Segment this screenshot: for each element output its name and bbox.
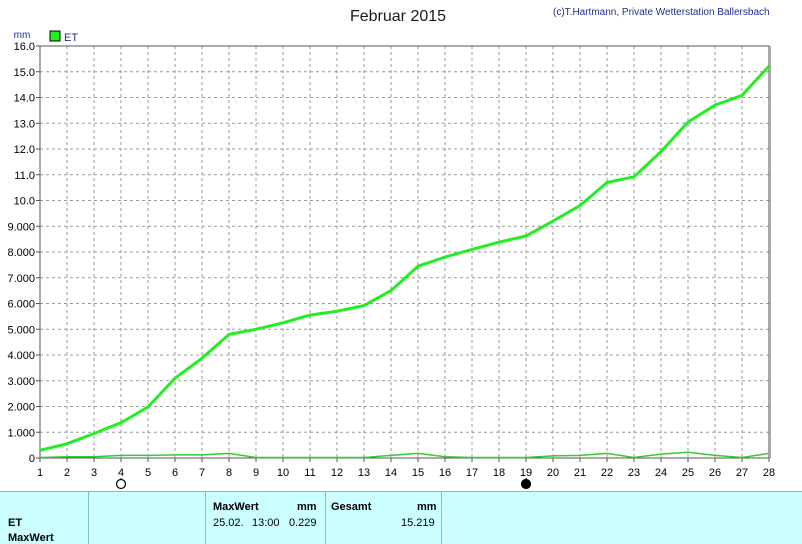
total-unit: mm <box>417 501 437 513</box>
y-tick-label: 3.000 <box>7 376 35 388</box>
y-tick-label: 9.000 <box>7 221 35 233</box>
total-value: 15.219 <box>401 517 435 529</box>
x-tick-label: 2 <box>64 467 70 479</box>
max-header: MaxWert <box>213 501 259 513</box>
x-tick-label: 9 <box>253 467 259 479</box>
max-unit: mm <box>297 501 317 513</box>
x-tick-label: 11 <box>304 467 315 479</box>
x-tick-label: 28 <box>763 467 775 479</box>
y-tick-label: 2.000 <box>7 402 35 414</box>
y-tick-label: 7.000 <box>7 273 35 285</box>
x-tick-label: 3 <box>91 467 97 479</box>
max-date: 25.02. <box>213 517 244 529</box>
legend-label-et: ET <box>64 32 78 44</box>
x-tick-label: 19 <box>520 467 532 479</box>
x-tick-label: 15 <box>412 467 424 479</box>
y-tick-label: 13.0 <box>14 118 35 130</box>
moon-phase-markers <box>115 478 532 490</box>
x-tick-label: 6 <box>172 467 178 479</box>
x-tick-label: 13 <box>358 467 370 479</box>
x-axis-ticks: 1 2 3 4 5 6 7 8 9 10 11 12 13 14 15 16 17 18 19 20 21 22 23 24 2… <box>37 458 775 479</box>
y-tick-label: 16.0 <box>14 41 35 53</box>
series-line-hourly <box>39 451 770 459</box>
x-tick-label: 27 <box>736 467 748 479</box>
grid-lines <box>40 46 769 458</box>
x-tick-label: 4 <box>118 467 124 479</box>
y-tick-label: 1.000 <box>7 427 35 439</box>
x-tick-label: 26 <box>709 467 721 479</box>
footer-divider <box>441 492 442 544</box>
x-tick-label: 25 <box>682 467 694 479</box>
x-tick-label: 12 <box>331 467 343 479</box>
y-tick-label: 10.0 <box>14 196 35 208</box>
x-tick-label: 5 <box>145 467 151 479</box>
y-tick-label: 0 <box>29 453 35 465</box>
legend-swatch-et <box>49 30 61 42</box>
x-tick-label: 20 <box>547 467 559 479</box>
footer-divider <box>325 492 326 544</box>
x-tick-label: 1 <box>37 467 43 479</box>
row-label-et: ET <box>8 517 23 529</box>
series-line-et <box>39 65 771 452</box>
x-tick-label: 17 <box>466 467 478 479</box>
x-tick-label: 23 <box>628 467 640 479</box>
chart-title: Februar 2015 <box>350 8 446 25</box>
y-axis-ticks: 0 1.000 2.000 3.000 4.000 5.000 6.000 7.000 8.00… <box>7 41 40 465</box>
max-value: 0.229 <box>289 517 317 529</box>
footer-divider <box>205 492 206 544</box>
summary-panel: ET MaxWert MaxWert mm 25.02. 13:00 0.229… <box>0 491 802 544</box>
y-tick-label: 14.0 <box>14 93 35 105</box>
y-tick-label: 8.000 <box>7 247 35 259</box>
y-tick-label: 5.000 <box>7 324 35 336</box>
y-axis-unit: mm <box>14 30 31 41</box>
y-tick-label: 15.0 <box>14 67 35 79</box>
x-tick-label: 18 <box>493 467 505 479</box>
x-tick-label: 22 <box>601 467 613 479</box>
footer-divider <box>88 492 89 544</box>
y-tick-label: 11.0 <box>14 170 35 182</box>
y-tick-label: 4.000 <box>7 350 35 362</box>
chart-area: Februar 2015 (c)T.Hartmann, Private Wett… <box>7 7 775 490</box>
x-tick-label: 14 <box>385 467 397 479</box>
x-tick-label: 7 <box>199 467 205 479</box>
x-tick-label: 24 <box>655 467 667 479</box>
full-moon-icon <box>115 478 127 490</box>
total-header: Gesamt <box>331 501 372 513</box>
x-tick-label: 10 <box>277 467 289 479</box>
new-moon-icon <box>520 478 532 490</box>
y-tick-label: 6.000 <box>7 299 35 311</box>
max-time: 13:00 <box>252 517 280 529</box>
series-lines <box>39 65 771 459</box>
x-tick-label: 21 <box>574 467 586 479</box>
x-tick-label: 16 <box>439 467 451 479</box>
y-tick-label: 12.0 <box>14 144 35 156</box>
row-label-maxwert: MaxWert <box>8 532 54 544</box>
credit-text: (c)T.Hartmann, Private Wetterstation Bal… <box>553 7 770 18</box>
x-tick-label: 8 <box>226 467 232 479</box>
